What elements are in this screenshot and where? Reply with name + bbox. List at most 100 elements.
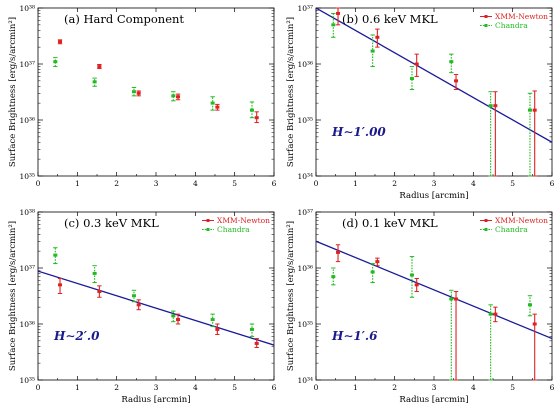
data-point (532, 322, 537, 326)
y-axis-label: Surface Brightness [erg/s/arcmin²] (286, 221, 296, 371)
y-tick-label: 10³⁶ (19, 116, 35, 125)
data-point (488, 104, 493, 108)
x-axis-label: Radius [arcmin] (399, 395, 468, 405)
data-point (97, 65, 102, 69)
data-point (331, 23, 336, 27)
data-point (527, 108, 532, 112)
data-point (58, 40, 63, 44)
data-point (375, 260, 380, 264)
x-tick-label: 2 (392, 179, 397, 188)
scale-height-label: H∼1′.6 (331, 329, 378, 343)
data-point (414, 283, 419, 287)
data-point (532, 108, 537, 112)
y-axis-label: Surface Brightness [erg/s/arcmin²] (8, 17, 18, 167)
x-axis-label: Radius [arcmin] (399, 191, 468, 201)
data-point (375, 35, 380, 39)
data-point (449, 297, 454, 301)
data-point (336, 250, 341, 254)
data-point (131, 294, 136, 298)
y-tick-label: 10³⁷ (297, 4, 313, 13)
data-point (176, 95, 181, 99)
x-tick-label: 1 (75, 383, 80, 392)
data-point (92, 80, 97, 84)
x-tick-label: 5 (510, 179, 515, 188)
data-point (171, 314, 176, 318)
series-xmm-newton (57, 277, 259, 349)
series-chandra (53, 247, 255, 337)
data-point (454, 79, 459, 83)
x-tick-label: 4 (471, 383, 476, 392)
y-axis-label: Surface Brightness [erg/s/arcmin²] (8, 221, 18, 371)
fit-line (38, 270, 274, 346)
data-point (409, 273, 414, 277)
data-point (331, 275, 336, 279)
y-tick-label: 10³⁴ (297, 376, 313, 385)
data-point (210, 101, 215, 105)
data-point (92, 271, 97, 275)
panel-title: (c) 0.3 keV MKL (64, 216, 159, 230)
data-point (136, 303, 141, 307)
scale-height-label: H∼2′.0 (53, 329, 100, 343)
x-tick-label: 6 (272, 179, 277, 188)
data-point (53, 253, 58, 257)
data-point (210, 318, 215, 322)
data-point (254, 116, 259, 120)
data-point (53, 60, 58, 64)
series-xmm-newton (335, 7, 537, 177)
data-point (527, 303, 532, 307)
x-tick-label: 5 (232, 179, 237, 188)
plot-frame (37, 211, 275, 381)
plot-frame (37, 7, 275, 177)
data-point (249, 108, 254, 112)
legend-label: XMM-Newton (495, 216, 548, 225)
y-tick-label: 10³⁵ (19, 376, 35, 385)
legend-label: XMM-Newton (217, 216, 270, 225)
x-axis-label: Radius [arcmin] (121, 395, 190, 405)
x-tick-label: 3 (154, 383, 159, 392)
data-point (171, 94, 176, 98)
legend-label: Chandra (495, 225, 528, 234)
x-tick-label: 6 (550, 179, 555, 188)
x-tick-label: 5 (510, 383, 515, 392)
data-point (414, 62, 419, 66)
data-point (488, 312, 493, 316)
y-axis-label: Surface Brightness [erg/s/arcmin²] (286, 17, 296, 167)
x-tick-label: 3 (432, 179, 437, 188)
legend-marker (484, 15, 488, 18)
y-tick-label: 10³⁵ (297, 116, 313, 125)
y-tick-label: 10³⁵ (297, 320, 313, 329)
chart-panel-3: 0 1 2 3 4 5 6 10³⁵ 10³⁶ 10³⁷ 10³⁸ Radius [arcmin] Su… (8, 208, 277, 405)
series-chandra (331, 12, 533, 177)
plot-frame (315, 7, 553, 177)
data-point (131, 90, 136, 94)
x-tick-label: 1 (353, 179, 358, 188)
x-tick-label: 6 (550, 383, 555, 392)
data-point (249, 327, 254, 331)
y-tick-label: 10³⁷ (19, 60, 35, 69)
legend-marker (484, 219, 488, 222)
x-tick-label: 2 (114, 179, 119, 188)
series-xmm-newton (335, 244, 537, 381)
legend-marker (484, 228, 488, 231)
data-point (449, 60, 454, 64)
y-tick-label: 10³⁸ (19, 208, 35, 217)
data-point (409, 77, 414, 81)
x-tick-label: 2 (392, 383, 397, 392)
x-tick-label: 4 (471, 179, 476, 188)
fit-line (316, 8, 552, 143)
data-point (254, 341, 259, 345)
legend-label: XMM-Newton (495, 12, 548, 21)
legend-marker (206, 228, 210, 231)
data-point (336, 11, 341, 15)
data-point (454, 297, 459, 301)
legend-marker (206, 219, 210, 222)
x-tick-label: 6 (272, 383, 277, 392)
data-point (370, 270, 375, 274)
y-tick-label: 10³⁵ (19, 172, 35, 181)
data-point (493, 104, 498, 108)
data-point (136, 91, 141, 95)
data-point (493, 312, 498, 316)
x-tick-label: 3 (154, 179, 159, 188)
